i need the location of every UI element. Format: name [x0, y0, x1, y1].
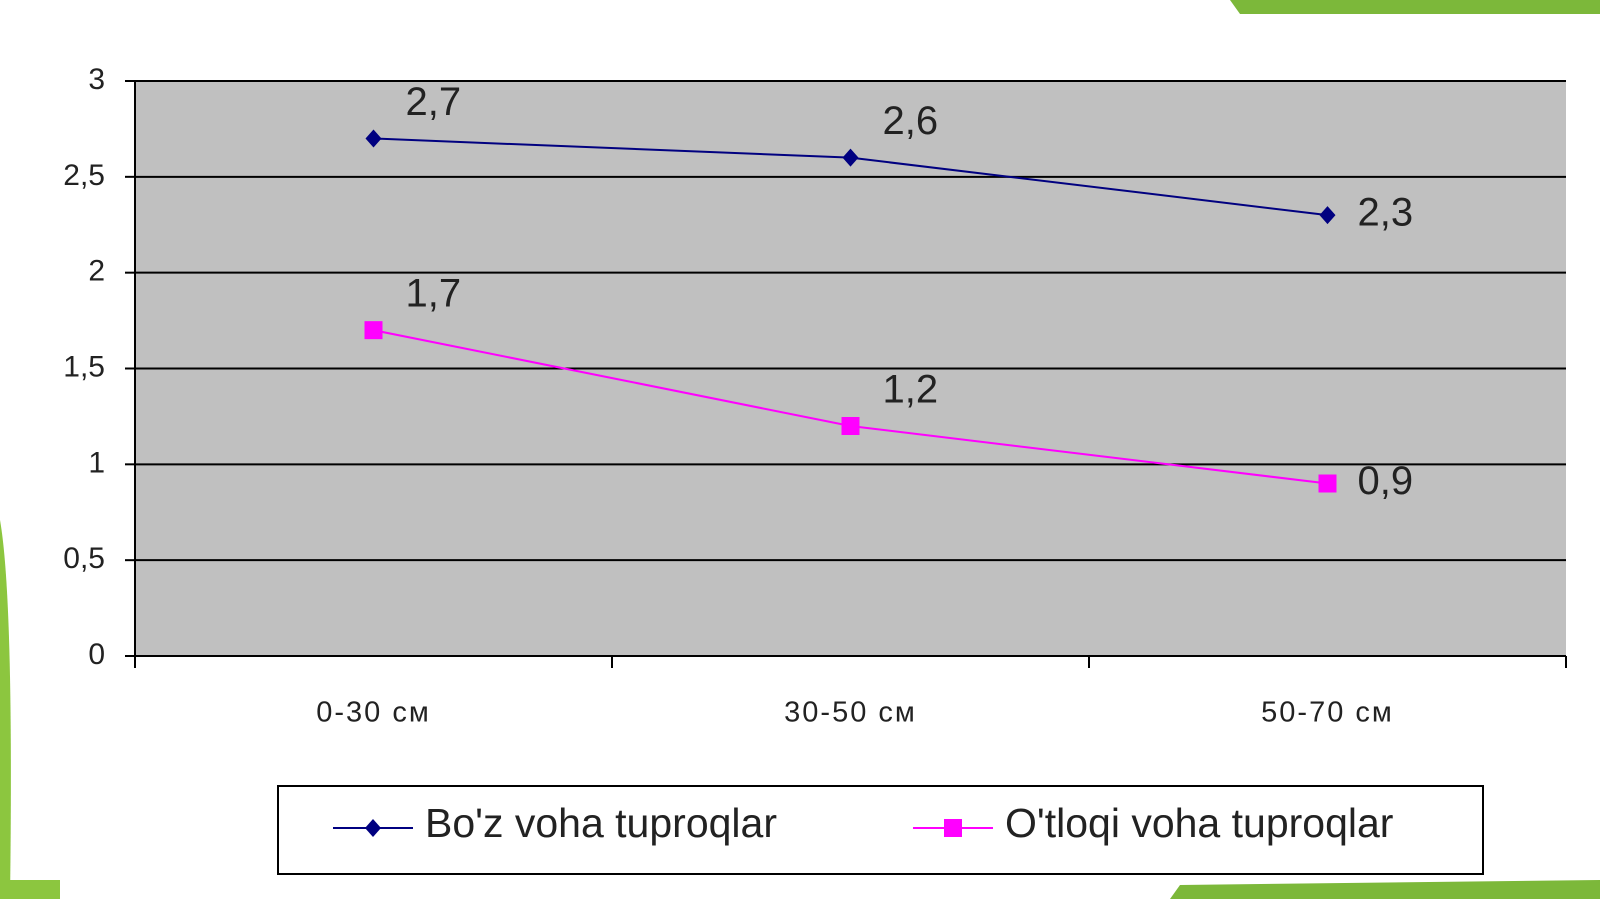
data-label: 1,2: [883, 368, 939, 412]
marker: [364, 321, 383, 340]
data-label: 2,6: [883, 99, 939, 143]
y-tick-label: 2: [88, 255, 105, 288]
marker: [365, 819, 381, 837]
x-tick-label: 30-50 см: [784, 697, 917, 729]
marker: [841, 417, 860, 435]
decoration: [1170, 880, 1600, 899]
y-tick-label: 0: [88, 638, 105, 671]
data-label: 2,7: [406, 80, 462, 124]
marker: [1318, 474, 1337, 493]
data-label: 1,7: [406, 272, 462, 316]
decoration: [1230, 0, 1600, 14]
y-tick-label: 1,5: [63, 350, 105, 383]
x-tick-label: 50-70 см: [1261, 697, 1394, 729]
legend-label: O'tloqi voha tuproqlar: [1005, 800, 1393, 846]
y-tick-label: 2,5: [63, 159, 105, 192]
decoration: [0, 520, 11, 899]
decoration: [0, 880, 60, 899]
legend-label: Bo'z voha tuproqlar: [425, 800, 777, 846]
marker: [842, 148, 859, 167]
y-tick-label: 3: [88, 63, 105, 96]
marker: [365, 129, 382, 148]
legend-box: [277, 785, 1484, 875]
x-tick-label: 0-30 см: [316, 697, 431, 729]
data-label: 0,9: [1358, 459, 1414, 503]
marker: [944, 819, 962, 837]
data-label: 2,3: [1358, 191, 1414, 235]
marker: [1319, 206, 1336, 225]
y-tick-label: 1: [88, 446, 105, 479]
y-tick-label: 0,5: [63, 542, 105, 575]
